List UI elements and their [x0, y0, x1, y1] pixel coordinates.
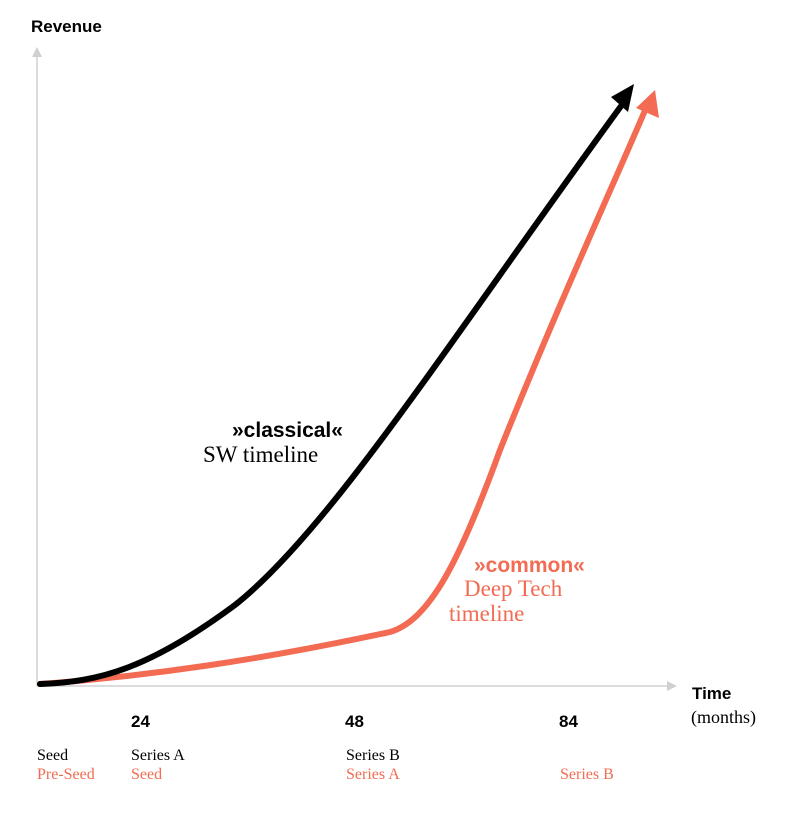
- series-line-classical: [37, 99, 627, 687]
- series-arrowhead-classical: [611, 84, 634, 112]
- stage-label-classical: Series A: [131, 747, 185, 764]
- series-label-common-line2: Deep Tech: [464, 576, 563, 601]
- stage-label-classical: Seed: [37, 747, 68, 764]
- stage-label-deeptech: Pre-Seed: [37, 766, 95, 783]
- stage-label-deeptech: Series B: [560, 766, 614, 783]
- y-axis-label: Revenue: [31, 17, 102, 36]
- stage-label-deeptech: Seed: [131, 766, 162, 783]
- series-label-common-line3: timeline: [449, 601, 524, 626]
- stage-label-classical: Series B: [346, 747, 400, 764]
- series-label-classical-line2: SW timeline: [203, 442, 318, 467]
- series-label-common-line1: »common«: [474, 554, 585, 577]
- x-tick-label: 24: [131, 712, 150, 731]
- x-axis-label: Time: [692, 684, 731, 703]
- x-tick-label: 48: [345, 712, 364, 731]
- x-axis-unit: (months): [691, 707, 756, 728]
- series-line-common: [37, 105, 649, 687]
- stage-label-deeptech: Series A: [346, 766, 400, 783]
- x-tick-label: 84: [559, 712, 578, 731]
- series-arrowhead-common: [636, 90, 659, 118]
- series-label-classical-line1: »classical«: [232, 419, 343, 442]
